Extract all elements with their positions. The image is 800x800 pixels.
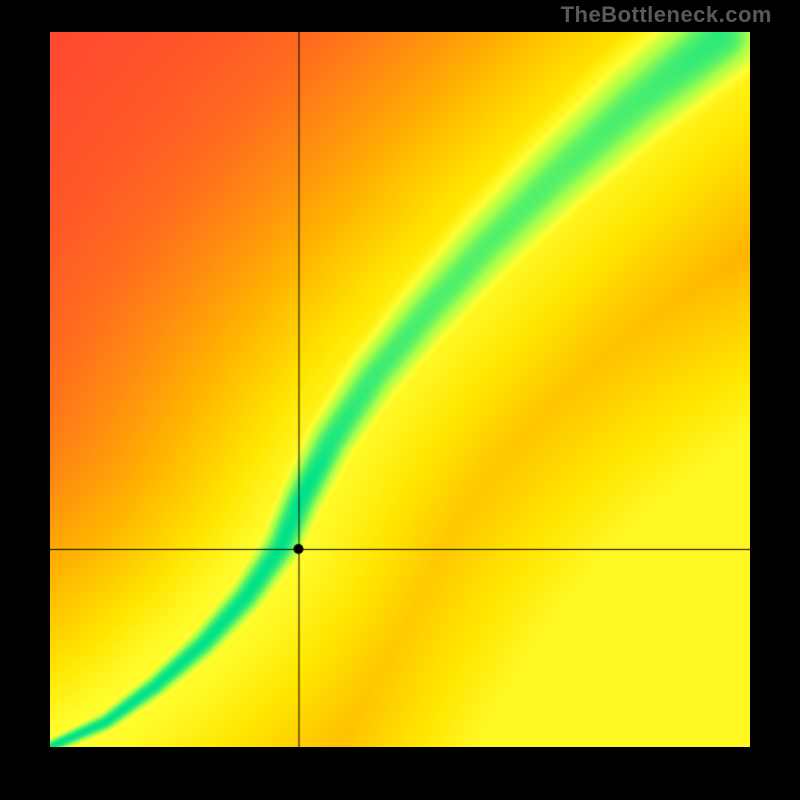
heatmap-canvas [50,32,750,747]
chart-root: TheBottleneck.com [0,0,800,800]
heatmap-plot [50,32,750,747]
attribution-text: TheBottleneck.com [561,2,772,28]
